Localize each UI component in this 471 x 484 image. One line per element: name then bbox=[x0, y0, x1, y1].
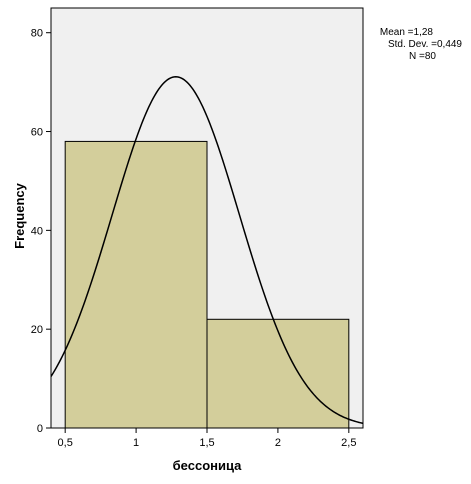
x-tick-label: 0,5 bbox=[58, 437, 73, 449]
y-tick-label: 20 bbox=[31, 324, 43, 336]
stat-n: N =80 bbox=[409, 51, 436, 62]
y-axis: 0 20 40 60 80 bbox=[31, 28, 51, 435]
x-tick-label: 1,5 bbox=[199, 437, 214, 449]
y-tick-label: 0 bbox=[37, 423, 43, 435]
x-tick-label: 1 bbox=[133, 437, 139, 449]
x-axis-title: бессоница bbox=[173, 458, 242, 473]
bars-group bbox=[64, 140, 350, 429]
stat-std-dev: Std. Dev. =0,449 bbox=[388, 39, 462, 50]
x-axis: 0,5 1 1,5 2 2,5 bbox=[58, 428, 356, 449]
y-tick-label: 40 bbox=[31, 225, 43, 237]
x-tick-label: 2,5 bbox=[341, 437, 356, 449]
y-tick-label: 80 bbox=[31, 28, 43, 40]
histogram-bar-1 bbox=[64, 140, 208, 429]
y-axis-title: Frequency bbox=[12, 182, 27, 249]
y-tick-label: 60 bbox=[31, 127, 43, 139]
x-tick-label: 2 bbox=[275, 437, 281, 449]
stat-mean: Mean =1,28 bbox=[380, 27, 434, 38]
histogram-bar-2 bbox=[206, 318, 350, 429]
normal-curve bbox=[50, 76, 364, 425]
